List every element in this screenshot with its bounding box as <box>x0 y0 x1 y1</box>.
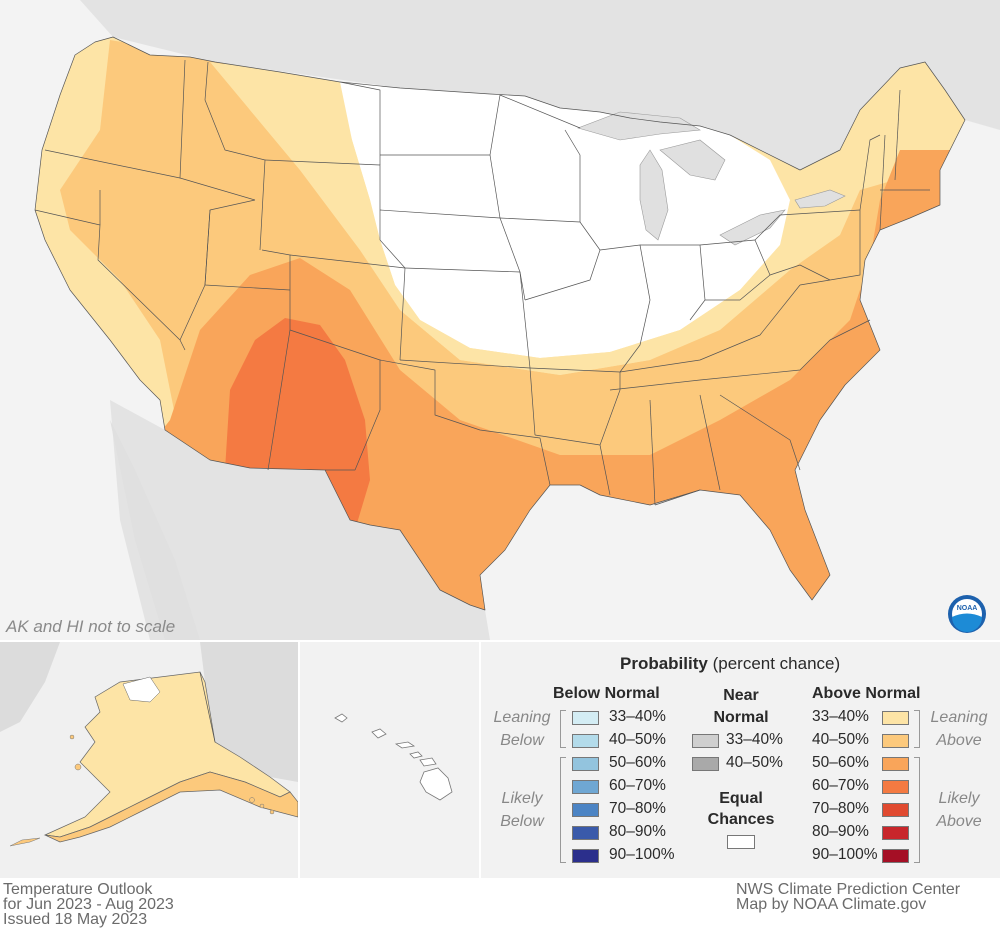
above-normal-swatch <box>882 803 909 817</box>
above-normal-swatch <box>882 849 909 863</box>
above-normal-swatch <box>882 711 909 725</box>
above-normal-label: 70–80% <box>812 800 869 817</box>
below-normal-swatch <box>572 734 599 748</box>
near-normal-label: 33–40% <box>726 731 783 748</box>
near-normal-swatch <box>692 734 719 748</box>
below-normal-label: 90–100% <box>609 846 675 863</box>
svg-text:NOAA: NOAA <box>957 605 978 612</box>
below-normal-label: 50–60% <box>609 754 666 771</box>
alaska-inset <box>0 642 298 878</box>
above-normal-label: 50–60% <box>812 754 869 771</box>
below-normal-label: 80–90% <box>609 823 666 840</box>
hawaii-islands <box>334 713 453 801</box>
likely-above-bracket <box>914 757 920 863</box>
likely-below-label: Likely Below <box>500 790 544 830</box>
leaning-below-bracket <box>560 710 566 748</box>
hawaii-inset <box>300 642 479 878</box>
footer-right: NWS Climate Prediction Center Map by NOA… <box>736 881 961 913</box>
above-normal-swatch <box>882 826 909 840</box>
above-normal-swatch <box>882 780 909 794</box>
likely-below-bracket <box>560 757 566 863</box>
below-normal-swatch <box>572 803 599 817</box>
state-boundaries <box>34 36 966 611</box>
near-normal-label: 40–50% <box>726 754 783 771</box>
conus-temperature-outlook-map: AK and HI not to scale NOAA <box>0 0 1000 640</box>
above-normal-label: 60–70% <box>812 777 869 794</box>
equal-chances-header: Equal Chances <box>707 790 775 828</box>
below-normal-label: 33–40% <box>609 708 666 725</box>
below-normal-swatch <box>572 849 599 863</box>
alaska-land <box>9 671 298 847</box>
canada-land-ak <box>200 642 298 782</box>
mexico-land <box>110 400 490 640</box>
canada-land <box>0 0 1000 170</box>
baja-peninsula <box>110 420 200 640</box>
map-credit: Map by NOAA Climate.gov <box>736 896 927 913</box>
above-normal-swatch <box>882 734 909 748</box>
below-normal-header: Below Normal <box>553 685 660 702</box>
below-normal-swatch <box>572 826 599 840</box>
below-normal-label: 60–70% <box>609 777 666 794</box>
below-normal-swatch <box>572 757 599 771</box>
near-normal-swatch <box>692 757 719 771</box>
russia-land <box>0 642 60 732</box>
legend-title: Probability (percent chance) <box>620 654 841 673</box>
scale-note: AK and HI not to scale <box>5 617 175 636</box>
great-lakes <box>577 111 846 246</box>
below-normal-swatch <box>572 711 599 725</box>
noaa-logo: NOAA <box>948 595 986 633</box>
footer-left: Temperature Outlook for Jun 2023 - Aug 2… <box>3 881 174 928</box>
source-credit: NWS Climate Prediction Center <box>736 881 961 898</box>
above-normal-label: 33–40% <box>812 708 869 725</box>
above-normal-header: Above Normal <box>812 685 921 702</box>
outlook-period: for Jun 2023 - Aug 2023 <box>3 896 174 913</box>
below-normal-swatch <box>572 780 599 794</box>
outlook-title: Temperature Outlook <box>3 881 153 898</box>
above-normal-swatch <box>882 757 909 771</box>
below-normal-label: 70–80% <box>609 800 666 817</box>
below-normal-label: 40–50% <box>609 731 666 748</box>
issue-date: Issued 18 May 2023 <box>3 911 148 928</box>
equal-chances-swatch <box>727 835 755 849</box>
likely-above-label: Likely Above <box>936 790 982 830</box>
leaning-above-label: Leaning Above <box>930 709 988 749</box>
above-normal-label: 90–100% <box>812 846 878 863</box>
leaning-above-bracket <box>914 710 920 748</box>
above-normal-label: 40–50% <box>812 731 869 748</box>
above-normal-label: 80–90% <box>812 823 869 840</box>
leaning-below-label: Leaning Below <box>493 709 551 749</box>
near-normal-header: Near Normal <box>713 687 769 726</box>
